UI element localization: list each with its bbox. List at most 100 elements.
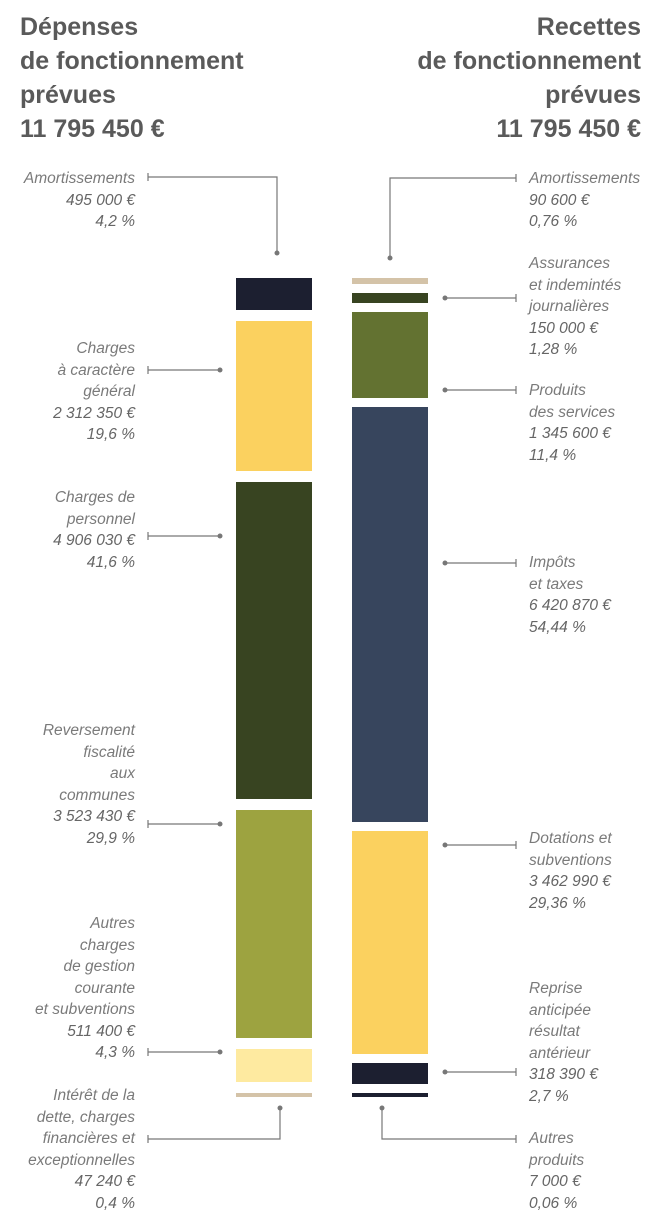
label-percent: 0,76 % — [529, 211, 640, 233]
label-value: 1 345 600 € — [529, 423, 615, 445]
expense-leader-1 — [148, 177, 277, 253]
expense-bar-2 — [236, 321, 312, 471]
label-value: 6 420 870 € — [529, 595, 611, 617]
label-text-line: et indemintés — [529, 275, 621, 297]
revenue-bar-1 — [352, 278, 428, 284]
label-text-line: financières et — [28, 1128, 135, 1150]
label-value: 318 390 € — [529, 1064, 598, 1086]
label-text-line: Reversement — [43, 720, 135, 742]
label-value: 2 312 350 € — [53, 403, 135, 425]
label-percent: 4,3 % — [35, 1042, 135, 1064]
label-value: 4 906 030 € — [53, 530, 135, 552]
expense-bar-5 — [236, 1049, 312, 1082]
label-text-line: de gestion — [35, 956, 135, 978]
label-text-line: Reprise — [529, 978, 598, 1000]
revenue-bar-5 — [352, 831, 428, 1055]
label-text-line: dette, charges — [28, 1107, 135, 1129]
revenue-bar-6 — [352, 1063, 428, 1084]
label-text-line: et subventions — [35, 999, 135, 1021]
label-text-line: Charges de — [53, 487, 135, 509]
label-text-line: des services — [529, 402, 615, 424]
leader-dot — [218, 1050, 223, 1055]
label-text-line: et taxes — [529, 574, 611, 596]
leader-dot — [278, 1106, 283, 1111]
label-text-line: Dotations et — [529, 828, 612, 850]
label-value: 3 523 430 € — [43, 806, 135, 828]
label-text-line: Produits — [529, 380, 615, 402]
label-percent: 1,28 % — [529, 339, 621, 361]
revenue-bar-2 — [352, 293, 428, 303]
leader-dot — [380, 1106, 385, 1111]
leader-dot — [218, 368, 223, 373]
label-text-line: Intérêt de la — [28, 1085, 135, 1107]
revenue-bar-7 — [352, 1093, 428, 1097]
label-percent: 29,9 % — [43, 828, 135, 850]
expense-bar-4 — [236, 810, 312, 1038]
leader-dot — [275, 251, 280, 256]
label-text-line: courante — [35, 978, 135, 1000]
label-text-line: Autres — [35, 913, 135, 935]
leader-dot — [218, 534, 223, 539]
label-text-line: Amortissements — [24, 168, 135, 190]
label-text-line: subventions — [529, 850, 612, 872]
label-value: 495 000 € — [24, 190, 135, 212]
label-text-line: à caractère — [53, 360, 135, 382]
label-text-line: Assurances — [529, 253, 621, 275]
label-text-line: Autres — [529, 1128, 584, 1150]
leader-dot — [388, 256, 393, 261]
label-text-line: fiscalité — [43, 742, 135, 764]
revenue-bar-3 — [352, 312, 428, 399]
expense-bar-6 — [236, 1093, 312, 1097]
revenue-leader-7 — [382, 1108, 516, 1139]
label-percent: 4,2 % — [24, 211, 135, 233]
label-text-line: Charges — [53, 338, 135, 360]
leader-dot — [443, 296, 448, 301]
leader-dot — [443, 388, 448, 393]
label-text-line: personnel — [53, 509, 135, 531]
label-value: 90 600 € — [529, 190, 640, 212]
label-text-line: anticipée — [529, 1000, 598, 1022]
label-text-line: résultat — [529, 1021, 598, 1043]
revenue-leader-1 — [390, 178, 516, 258]
expense-bar-1 — [236, 278, 312, 310]
label-text-line: Amortissements — [529, 168, 640, 190]
label-text-line: communes — [43, 785, 135, 807]
label-text-line: général — [53, 381, 135, 403]
revenue-bar-4 — [352, 407, 428, 821]
label-percent: 19,6 % — [53, 424, 135, 446]
leader-dot — [443, 561, 448, 566]
label-text-line: aux — [43, 763, 135, 785]
label-text-line: produits — [529, 1150, 584, 1172]
label-text-line: antérieur — [529, 1043, 598, 1065]
label-text-line: Impôts — [529, 552, 611, 574]
label-value: 150 000 € — [529, 318, 621, 340]
label-percent: 0,06 % — [529, 1193, 584, 1214]
expense-bar-3 — [236, 482, 312, 799]
label-percent: 29,36 % — [529, 893, 612, 915]
expense-leader-6 — [148, 1108, 280, 1139]
label-text-line: exceptionnelles — [28, 1150, 135, 1172]
label-value: 3 462 990 € — [529, 871, 612, 893]
label-percent: 54,44 % — [529, 617, 611, 639]
label-percent: 0,4 % — [28, 1193, 135, 1214]
leader-dot — [218, 822, 223, 827]
label-value: 511 400 € — [35, 1021, 135, 1043]
label-percent: 11,4 % — [529, 445, 615, 467]
label-value: 47 240 € — [28, 1171, 135, 1193]
label-value: 7 000 € — [529, 1171, 584, 1193]
leader-dot — [443, 1070, 448, 1075]
label-text-line: charges — [35, 935, 135, 957]
label-text-line: journalières — [529, 296, 621, 318]
